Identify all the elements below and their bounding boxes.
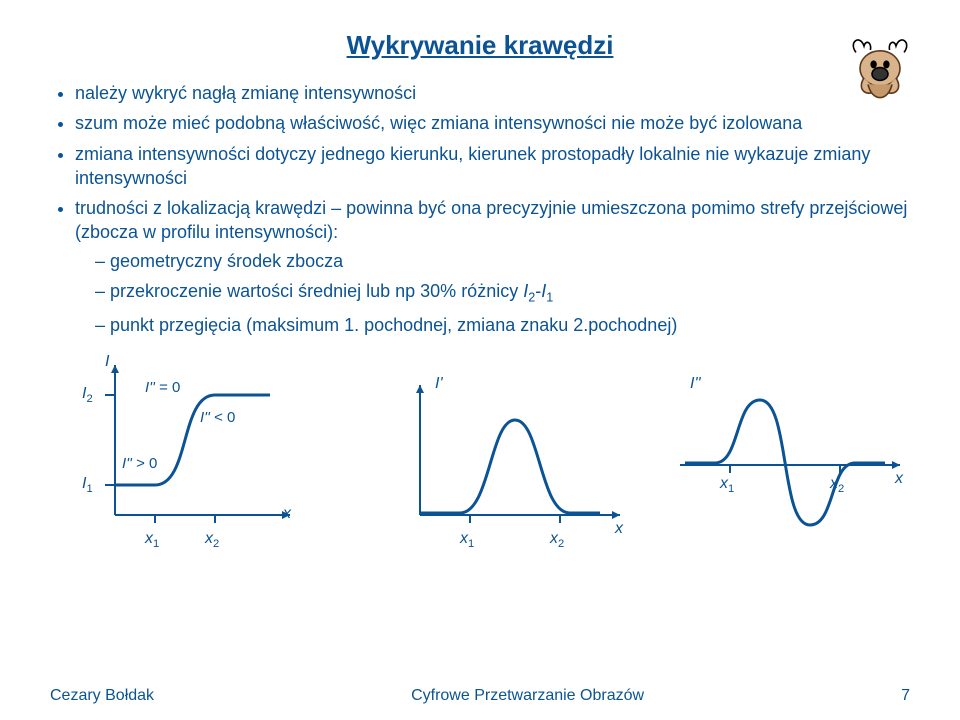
label-Ipp-axis: I'' xyxy=(690,375,701,393)
label-x-axis-3: x xyxy=(895,470,903,488)
label-I1: I1 xyxy=(82,475,93,495)
gnu-logo xyxy=(840,30,920,110)
label-x2-1: x2 xyxy=(205,530,219,550)
charts-area: I I2 I1 x1 x2 x I'' = 0 I'' < 0 I'' > 0 … xyxy=(50,355,910,555)
label-I2: I2 xyxy=(82,385,93,405)
label-x-axis-2: x xyxy=(615,520,623,538)
page-title: Wykrywanie krawędzi xyxy=(50,30,910,61)
dash-3: punkt przegięcia (maksimum 1. pochodnej,… xyxy=(95,313,910,337)
bullet-3: zmiana intensywności dotyczy jednego kie… xyxy=(75,142,910,191)
bullet-2: szum może mieć podobną właściwość, więc … xyxy=(75,111,910,135)
label-ipp-lt0: I'' < 0 xyxy=(200,409,235,426)
label-x2-2: x2 xyxy=(550,530,564,550)
bullet-list: należy wykryć nagłą zmianę intensywności… xyxy=(50,81,910,337)
dash-2: przekroczenie wartości średniej lub np 3… xyxy=(95,279,910,307)
bullet-4: trudności z lokalizacją krawędzi – powin… xyxy=(75,196,910,337)
label-ipp-eq0: I'' = 0 xyxy=(145,379,180,396)
footer: Cezary Bołdak Cyfrowe Przetwarzanie Obra… xyxy=(0,687,960,705)
label-x-axis-1: x xyxy=(283,505,291,523)
footer-title: Cyfrowe Przetwarzanie Obrazów xyxy=(411,687,644,705)
footer-page: 7 xyxy=(901,687,910,705)
footer-author: Cezary Bołdak xyxy=(50,687,154,705)
label-I-axis: I xyxy=(105,353,109,371)
label-x1-1: x1 xyxy=(145,530,159,550)
label-x1-3: x1 xyxy=(720,475,734,495)
label-Iprime-axis: I' xyxy=(435,375,443,393)
label-ipp-gt0: I'' > 0 xyxy=(122,455,157,472)
label-x1-2: x1 xyxy=(460,530,474,550)
bullet-1: należy wykryć nagłą zmianę intensywności xyxy=(75,81,910,105)
label-x2-3: x2 xyxy=(830,475,844,495)
dash-1: geometryczny środek zbocza xyxy=(95,249,910,273)
